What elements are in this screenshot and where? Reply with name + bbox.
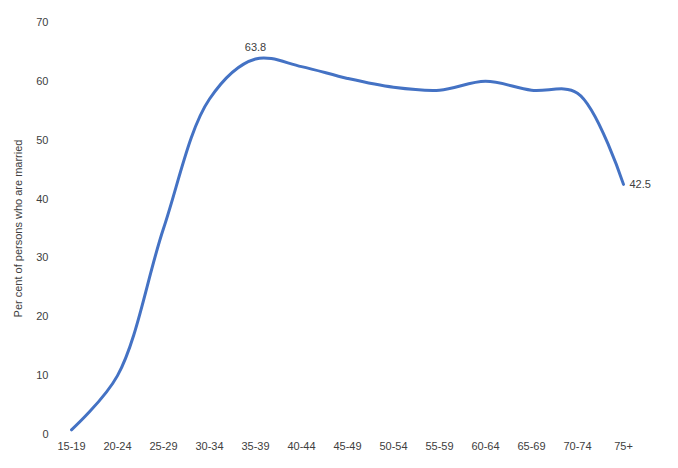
svg-text:60: 60 [36,75,48,87]
svg-text:Per cent of persons who are ma: Per cent of persons who are married [12,140,24,318]
svg-text:70: 70 [36,16,48,28]
svg-text:40: 40 [36,193,48,205]
svg-text:65-69: 65-69 [517,440,545,452]
svg-text:75+: 75+ [614,440,633,452]
svg-text:35-39: 35-39 [241,440,269,452]
svg-text:45-49: 45-49 [333,440,361,452]
svg-text:50: 50 [36,134,48,146]
svg-text:15-19: 15-19 [57,440,85,452]
svg-text:30: 30 [36,251,48,263]
svg-text:20: 20 [36,310,48,322]
svg-text:0: 0 [42,428,48,440]
svg-text:20-24: 20-24 [103,440,131,452]
svg-text:42.5: 42.5 [630,178,651,190]
svg-text:30-34: 30-34 [195,440,223,452]
svg-text:55-59: 55-59 [425,440,453,452]
svg-text:10: 10 [36,369,48,381]
svg-text:70-74: 70-74 [563,440,591,452]
svg-text:60-64: 60-64 [471,440,499,452]
svg-text:63.8: 63.8 [245,41,266,53]
svg-text:40-44: 40-44 [287,440,315,452]
svg-text:25-29: 25-29 [149,440,177,452]
svg-text:50-54: 50-54 [379,440,407,452]
